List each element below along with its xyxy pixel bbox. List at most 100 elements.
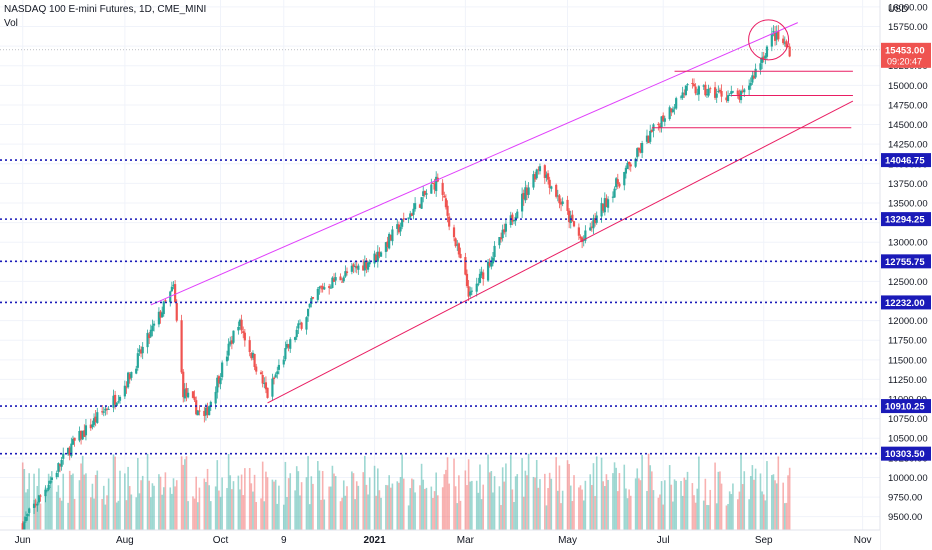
channel-upper-line[interactable] <box>150 22 798 306</box>
candle-body <box>57 463 60 472</box>
candle-body <box>641 143 644 153</box>
volume-bar <box>784 503 786 530</box>
volume-bar <box>743 471 746 530</box>
volume-bar <box>550 478 553 530</box>
candle-body <box>379 252 383 257</box>
candle-body <box>298 323 302 325</box>
candle-body <box>135 368 138 374</box>
volume-bar <box>197 502 199 530</box>
candle-body <box>493 245 496 258</box>
candle-body <box>39 495 42 497</box>
volume-bar <box>195 476 198 530</box>
candle-body <box>73 437 76 441</box>
volume-bar <box>492 492 494 530</box>
candle-body <box>683 93 686 95</box>
highlight-circle[interactable] <box>748 19 790 61</box>
volume-bar <box>490 471 493 530</box>
candle-body <box>376 251 379 262</box>
volume-bar <box>573 475 575 530</box>
volume-bar <box>274 479 277 530</box>
candle-body <box>339 276 342 281</box>
volume-bar <box>106 495 108 530</box>
volume-bar <box>445 469 447 530</box>
candle-body <box>375 254 378 261</box>
candle-body <box>543 165 546 179</box>
candle-body <box>83 430 86 437</box>
volume-bar <box>248 468 251 530</box>
x-axis-labels: Jun Aug Oct 9 2021 Mar May Jul Sep Nov <box>15 535 872 546</box>
candle-body <box>527 187 530 195</box>
volume-bar <box>287 478 290 530</box>
candle-body <box>490 261 493 267</box>
candle-body <box>412 208 415 215</box>
volume-bar <box>367 494 369 530</box>
candle-body <box>47 484 50 490</box>
volume-bar <box>702 500 705 530</box>
y-tick-label: 14250.00 <box>888 140 928 151</box>
volume-bar <box>668 465 671 530</box>
candle-body <box>305 317 308 330</box>
volume-bar <box>555 457 557 530</box>
candle-body <box>373 253 376 264</box>
candle-body <box>183 389 186 399</box>
volume-bar <box>469 481 472 530</box>
volume-bar <box>193 498 196 530</box>
candle-body <box>68 447 71 456</box>
candle-body <box>263 383 266 385</box>
volume-bar <box>396 481 399 530</box>
volume-bar <box>184 459 186 530</box>
volume-bar <box>355 481 358 530</box>
volume-bar <box>782 482 784 530</box>
volume-bar <box>477 492 480 530</box>
candle-body <box>391 229 394 242</box>
volume-bar <box>289 473 292 530</box>
candle-body <box>444 198 448 208</box>
candle-body <box>707 88 710 96</box>
candle-body <box>341 281 344 283</box>
volume-bar <box>104 504 107 530</box>
volume-bar <box>81 455 84 530</box>
volume-bar <box>231 489 233 530</box>
volume-bar <box>158 474 160 530</box>
volume-bar <box>119 470 121 530</box>
volume-bar <box>683 477 686 530</box>
candle-body <box>675 98 678 109</box>
volume-bar <box>675 480 677 530</box>
candle-body <box>535 169 538 179</box>
x-tick-label: Oct <box>213 535 229 546</box>
candle-body <box>465 273 469 287</box>
candle-body <box>386 241 389 248</box>
candle-body <box>741 90 744 92</box>
volume-bar <box>331 465 334 530</box>
volume-bar <box>433 491 436 530</box>
volume-bar <box>153 485 155 530</box>
candle-body <box>276 371 279 375</box>
volume-bar <box>664 480 666 530</box>
volume-bar <box>681 495 684 530</box>
volume-bar <box>441 487 444 530</box>
current-price-label: 15453.00 <box>885 45 925 56</box>
volume-bar <box>339 501 342 530</box>
candle-body <box>21 523 24 532</box>
volume-bar <box>219 496 222 530</box>
volume-bar <box>670 484 673 530</box>
volume-bar <box>149 497 152 530</box>
time-axis[interactable] <box>0 530 880 550</box>
candle-body <box>482 272 485 280</box>
volume-bar <box>513 501 515 530</box>
candle-body <box>126 372 130 388</box>
y-tick-label: 16000.00 <box>888 2 928 13</box>
volume-bar <box>715 503 718 530</box>
volume-bar <box>652 490 655 530</box>
volume-bar <box>255 502 257 530</box>
volume-label: Vol <box>4 18 18 29</box>
candle-body <box>195 400 198 415</box>
candle-body <box>629 164 632 167</box>
channel-lower-line[interactable] <box>267 100 854 404</box>
chart-legend: NASDAQ 100 E-mini Futures, 1D, CME_MINI … <box>4 3 206 31</box>
candle-body <box>345 271 349 273</box>
candle-body <box>342 277 345 282</box>
volume-bar <box>252 491 254 530</box>
candle-body <box>378 251 381 257</box>
